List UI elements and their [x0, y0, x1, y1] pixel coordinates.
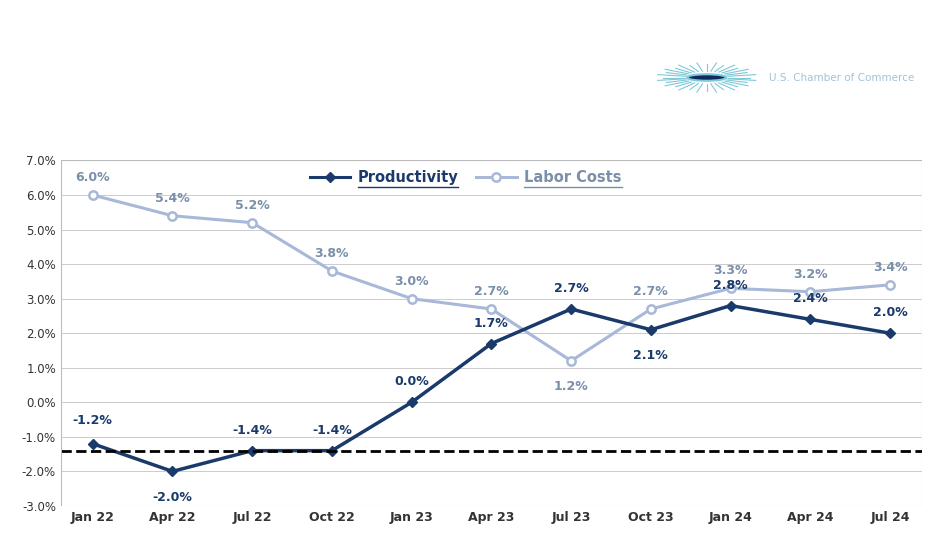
Text: 2.7%: 2.7% [554, 282, 589, 295]
Text: -1.4%: -1.4% [312, 424, 352, 437]
Text: 2.4%: 2.4% [793, 293, 827, 306]
Text: U.S. Chamber of Commerce: U.S. Chamber of Commerce [769, 72, 914, 83]
Text: 5.2%: 5.2% [235, 199, 270, 212]
Text: Rising Labor Costs: Rising Labor Costs [28, 96, 319, 124]
Text: 0.0%: 0.0% [394, 375, 429, 388]
Text: Productivity Growth is Strong but Lagging: Productivity Growth is Strong but Laggin… [28, 34, 692, 62]
Legend: Productivity, Labor Costs: Productivity, Labor Costs [304, 164, 627, 191]
Text: 2.0%: 2.0% [872, 306, 907, 319]
Text: 2.8%: 2.8% [713, 279, 748, 292]
Text: 6.0%: 6.0% [76, 171, 110, 184]
Text: 2.1%: 2.1% [634, 349, 668, 362]
Text: 2.7%: 2.7% [474, 285, 509, 298]
Text: 3.2%: 3.2% [793, 268, 827, 281]
Text: -2.0%: -2.0% [153, 491, 193, 504]
Circle shape [687, 75, 726, 81]
Text: 1.2%: 1.2% [554, 380, 589, 393]
Text: 3.3%: 3.3% [713, 264, 748, 277]
Text: -1.2%: -1.2% [73, 414, 112, 427]
Text: 3.8%: 3.8% [314, 247, 349, 260]
Text: 3.0%: 3.0% [394, 275, 429, 288]
Text: 5.4%: 5.4% [155, 191, 190, 205]
Text: 1.7%: 1.7% [474, 317, 509, 330]
Text: -1.4%: -1.4% [232, 424, 272, 437]
Text: 2.7%: 2.7% [634, 285, 668, 298]
Text: 3.4%: 3.4% [872, 261, 907, 274]
